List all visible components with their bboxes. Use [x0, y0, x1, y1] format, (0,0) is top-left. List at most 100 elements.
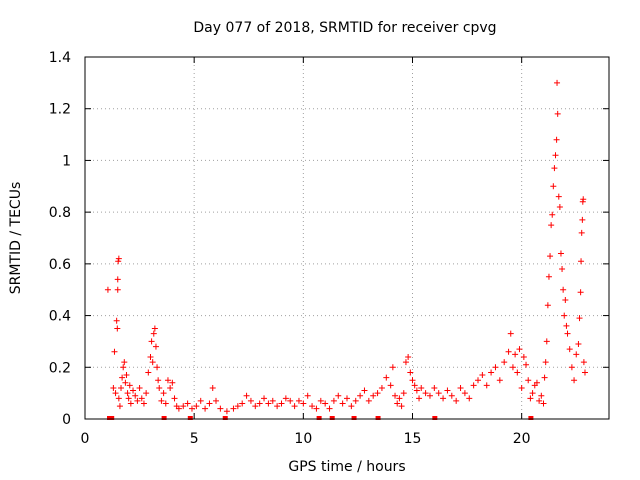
data-point [378, 384, 385, 391]
data-point [348, 403, 355, 410]
data-point [188, 405, 195, 412]
data-point [155, 377, 162, 384]
data-point [501, 359, 508, 366]
chart-title: Day 077 of 2018, SRMTID for receiver cpv… [193, 20, 496, 36]
data-point [440, 395, 447, 402]
data-point [361, 387, 368, 394]
data-point [556, 203, 563, 210]
y-tick-label: 1.4 [49, 50, 71, 66]
data-point [184, 400, 191, 407]
data-point [405, 353, 412, 360]
data-point [287, 397, 294, 404]
data-point [309, 403, 316, 410]
data-point [551, 165, 558, 172]
data-point [274, 403, 281, 410]
data-point [158, 397, 165, 404]
data-point [413, 387, 420, 394]
y-tick-label: 0 [62, 412, 71, 428]
zero-marker [351, 416, 357, 420]
data-point [156, 384, 163, 391]
data-point [444, 387, 451, 394]
data-point [104, 286, 111, 293]
data-point [559, 266, 566, 273]
data-point [520, 353, 527, 360]
plot-frame [84, 56, 610, 420]
data-point [561, 312, 568, 319]
data-point [230, 405, 237, 412]
data-point [392, 392, 399, 399]
data-point [409, 377, 416, 384]
data-point [563, 322, 570, 329]
data-point [357, 392, 364, 399]
data-point [543, 338, 550, 345]
data-point [291, 403, 298, 410]
grid-lines [85, 57, 609, 419]
data-point [330, 397, 337, 404]
data-point [512, 351, 519, 358]
data-point [541, 374, 548, 381]
data-point [115, 395, 122, 402]
y-tick-label: 0.8 [49, 205, 71, 221]
data-point [148, 338, 155, 345]
data-point [416, 395, 423, 402]
data-point [352, 397, 359, 404]
data-point [121, 359, 128, 366]
data-point [300, 400, 307, 407]
data-point [470, 382, 477, 389]
data-point [112, 390, 119, 397]
data-point [209, 384, 216, 391]
data-point [552, 152, 559, 159]
data-point [418, 384, 425, 391]
data-point [154, 364, 161, 371]
data-point [326, 405, 333, 412]
data-point [114, 286, 121, 293]
data-point [150, 330, 157, 337]
data-point [164, 377, 171, 384]
data-point [252, 403, 259, 410]
x-tick-label: 20 [513, 431, 531, 447]
data-point [265, 400, 272, 407]
data-point [578, 258, 585, 265]
data-point [523, 361, 530, 368]
data-point [256, 400, 263, 407]
data-point [125, 395, 132, 402]
data-point [110, 384, 117, 391]
data-point [322, 400, 329, 407]
data-point [247, 397, 254, 404]
tick-labels: 0 5 10 15 20 0 0.2 0.4 0.6 0.8 1 1.2 1.4 [49, 50, 531, 447]
y-tick-label: 0.6 [49, 257, 71, 273]
data-point [118, 384, 125, 391]
data-point [295, 397, 302, 404]
data-point [335, 392, 342, 399]
data-point [122, 379, 129, 386]
axis-ticks [84, 56, 609, 420]
data-point [394, 400, 401, 407]
zero-marker [432, 416, 438, 420]
data-point [344, 395, 350, 402]
data-point [555, 193, 562, 200]
data-point [580, 359, 587, 366]
y-axis-label: SRMTID / TECUs [8, 182, 24, 295]
data-point [550, 183, 557, 190]
data-point [453, 397, 460, 404]
data-point [547, 253, 554, 260]
data-point [554, 110, 561, 117]
data-point [581, 369, 588, 376]
data-point [580, 196, 587, 203]
data-point [370, 392, 377, 399]
data-point [514, 369, 521, 376]
x-tick-label: 15 [404, 431, 422, 447]
zero-marker [329, 416, 335, 420]
data-point [175, 405, 182, 412]
data-point [564, 330, 571, 337]
data-point [488, 369, 495, 376]
data-point [138, 395, 145, 402]
data-point [562, 297, 569, 304]
data-point [147, 353, 154, 360]
data-point [136, 384, 143, 391]
data-points [104, 79, 588, 420]
data-point [151, 325, 158, 332]
data-point [193, 403, 200, 410]
data-point [149, 359, 156, 366]
